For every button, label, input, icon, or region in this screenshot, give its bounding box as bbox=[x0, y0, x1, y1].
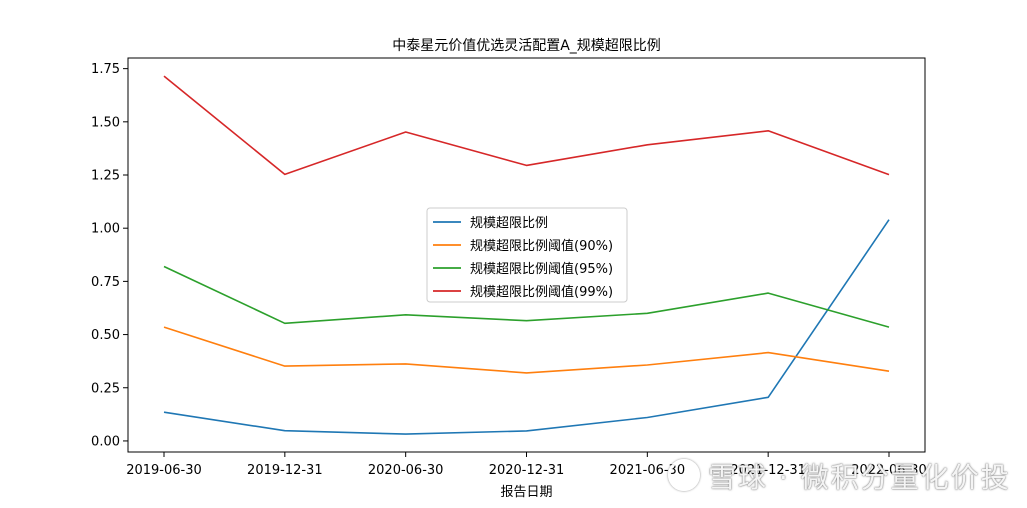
series-line-4 bbox=[163, 75, 890, 176]
chart-title: 中泰星元价值优选灵活配置A_规模超限比例 bbox=[392, 38, 661, 54]
x-tick-label: 2022-06-30 bbox=[851, 463, 927, 478]
x-tick-label: 2020-06-30 bbox=[368, 463, 444, 478]
legend-box bbox=[426, 207, 628, 303]
watermark: 雪球 · 微积分量化价投 bbox=[668, 456, 1011, 496]
legend-label: 规模超限比例阈值(90%) bbox=[470, 238, 613, 254]
y-tick-label: 0.50 bbox=[91, 328, 120, 343]
y-tick-label: 1.75 bbox=[91, 62, 120, 77]
series-line-3 bbox=[163, 265, 890, 328]
y-tick-label: 0.00 bbox=[91, 434, 120, 449]
series-line-1 bbox=[163, 219, 890, 435]
watermark-text: 雪球 · 微积分量化价投 bbox=[708, 461, 1011, 494]
x-tick-label: 2019-12-31 bbox=[247, 463, 323, 478]
y-tick-label: 1.50 bbox=[91, 115, 120, 130]
snowball-logo-icon bbox=[668, 459, 700, 491]
y-axis: 0.00 0.25 0.50 0.75 1.00 1.25 1.50 1.75 bbox=[91, 62, 128, 449]
x-tick-label: 2021-06-30 bbox=[610, 463, 686, 478]
legend-label: 规模超限比例 bbox=[470, 216, 548, 231]
x-axis-label: 报告日期 bbox=[500, 485, 552, 500]
series-lines bbox=[163, 75, 890, 435]
x-tick-label: 2021-12-31 bbox=[730, 463, 806, 478]
y-tick-label: 1.00 bbox=[91, 222, 120, 237]
y-tick-label: 0.75 bbox=[91, 275, 120, 290]
legend-label: 规模超限比例阈值(99%) bbox=[470, 284, 613, 300]
x-tick-label: 2019-06-30 bbox=[126, 463, 202, 478]
x-axis: 2019-06-30 2019-12-31 2020-06-30 2020-12-31… bbox=[126, 452, 927, 478]
legend-label: 规模超限比例阈值(95%) bbox=[470, 261, 613, 277]
y-tick-label: 0.25 bbox=[91, 381, 120, 396]
series-line-2 bbox=[163, 326, 890, 374]
y-tick-label: 1.25 bbox=[91, 169, 120, 184]
x-tick-label: 2020-12-31 bbox=[489, 463, 565, 478]
